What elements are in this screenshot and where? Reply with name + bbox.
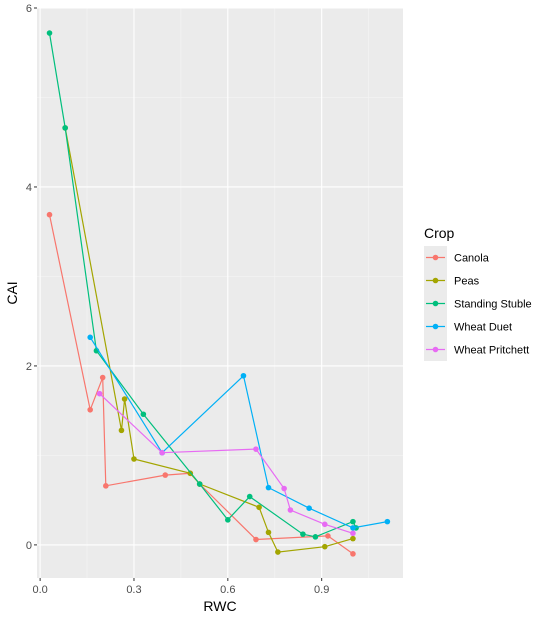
legend-label-canola: Canola (454, 253, 490, 265)
data-point-peas (265, 529, 272, 536)
x-tick-label: 0.0 (32, 584, 47, 596)
legend-label-wheat-duet: Wheat Duet (454, 322, 512, 334)
data-point-wheat-pritchett (281, 485, 287, 492)
legend-key-point-wheat-duet (432, 323, 439, 330)
legend-keys: Canola Peas Standing Stuble Wheat Duet Wheat… (424, 246, 532, 361)
legend-label-peas: Peas (454, 276, 480, 288)
data-point-standing-stuble (140, 411, 147, 418)
data-point-canola (103, 483, 109, 489)
data-point-canola (325, 533, 331, 539)
x-tick-labels: 0.0 0.3 0.6 0.9 (32, 584, 329, 596)
y-tick-label: 4 (26, 182, 32, 194)
major-gridlines (37, 7, 403, 578)
data-point-canola (46, 211, 53, 218)
legend-label-wheat-pritchett: Wheat Pritchett (454, 345, 529, 357)
data-point-peas (256, 504, 262, 511)
data-point-standing-stuble (312, 534, 319, 540)
y-tick-label: 2 (26, 361, 32, 373)
legend-title: Crop (424, 225, 455, 241)
legend-item-wheat-duet: Wheat Duet (424, 315, 512, 338)
y-tick-labels: 0 2 4 6 (26, 3, 32, 552)
legend-key-point-standing-stuble (432, 300, 439, 307)
data-point-standing-stuble (246, 493, 253, 500)
data-point-peas (121, 396, 128, 402)
minor-gridlines (37, 8, 403, 578)
data-point-standing-stuble (300, 531, 306, 537)
legend-key-point-wheat-pritchett (432, 346, 439, 353)
y-tick-label: 0 (26, 540, 32, 552)
plot-panel (37, 8, 403, 578)
data-point-wheat-duet (384, 518, 391, 525)
data-point-wheat-duet (240, 372, 247, 379)
series-layer (46, 30, 391, 557)
data-point-canola (87, 406, 93, 413)
data-point-wheat-duet (350, 525, 356, 531)
legend-item-canola: Canola (424, 246, 490, 269)
axis-ticks (34, 7, 323, 581)
x-axis-title: RWC (203, 598, 236, 614)
data-point-canola (162, 472, 169, 478)
data-point-peas (350, 535, 356, 542)
data-point-wheat-pritchett (159, 449, 165, 456)
data-point-standing-stuble (196, 481, 203, 487)
data-point-wheat-duet (265, 484, 272, 491)
data-point-standing-stuble (225, 517, 231, 523)
y-axis-title: CAI (4, 281, 20, 304)
data-point-canola (99, 374, 106, 381)
legend-label-standing-stuble: Standing Stuble (454, 299, 532, 311)
series-wheat-pritchett (96, 390, 356, 537)
data-point-wheat-pritchett (321, 521, 328, 528)
series-line-canola (48, 214, 354, 555)
legend-item-standing-stuble: Standing Stuble (424, 292, 532, 315)
data-point-canola (253, 536, 259, 543)
legend: Crop Canola Peas Standing Stuble Wheat Duet… (424, 225, 532, 361)
data-point-standing-stuble (46, 30, 53, 36)
data-point-peas (131, 456, 137, 462)
data-point-wheat-duet (306, 505, 312, 512)
data-point-peas (321, 543, 328, 550)
data-point-standing-stuble (62, 125, 68, 131)
legend-item-peas: Peas (424, 269, 480, 292)
x-tick-label: 0.6 (220, 584, 235, 596)
y-tick-label: 6 (26, 3, 32, 15)
data-point-wheat-pritchett (96, 390, 103, 397)
data-point-wheat-pritchett (287, 507, 294, 513)
data-point-wheat-duet (87, 334, 93, 341)
data-point-peas (275, 549, 281, 555)
x-tick-label: 0.9 (314, 584, 329, 596)
data-point-canola (350, 551, 356, 557)
data-point-peas (118, 427, 125, 434)
x-tick-label: 0.3 (126, 584, 141, 596)
legend-key-point-canola (432, 254, 439, 261)
data-point-standing-stuble (350, 518, 356, 525)
legend-item-wheat-pritchett: Wheat Pritchett (424, 338, 529, 361)
legend-key-point-peas (432, 277, 439, 284)
data-point-wheat-pritchett (253, 446, 259, 452)
data-point-wheat-pritchett (350, 530, 356, 537)
